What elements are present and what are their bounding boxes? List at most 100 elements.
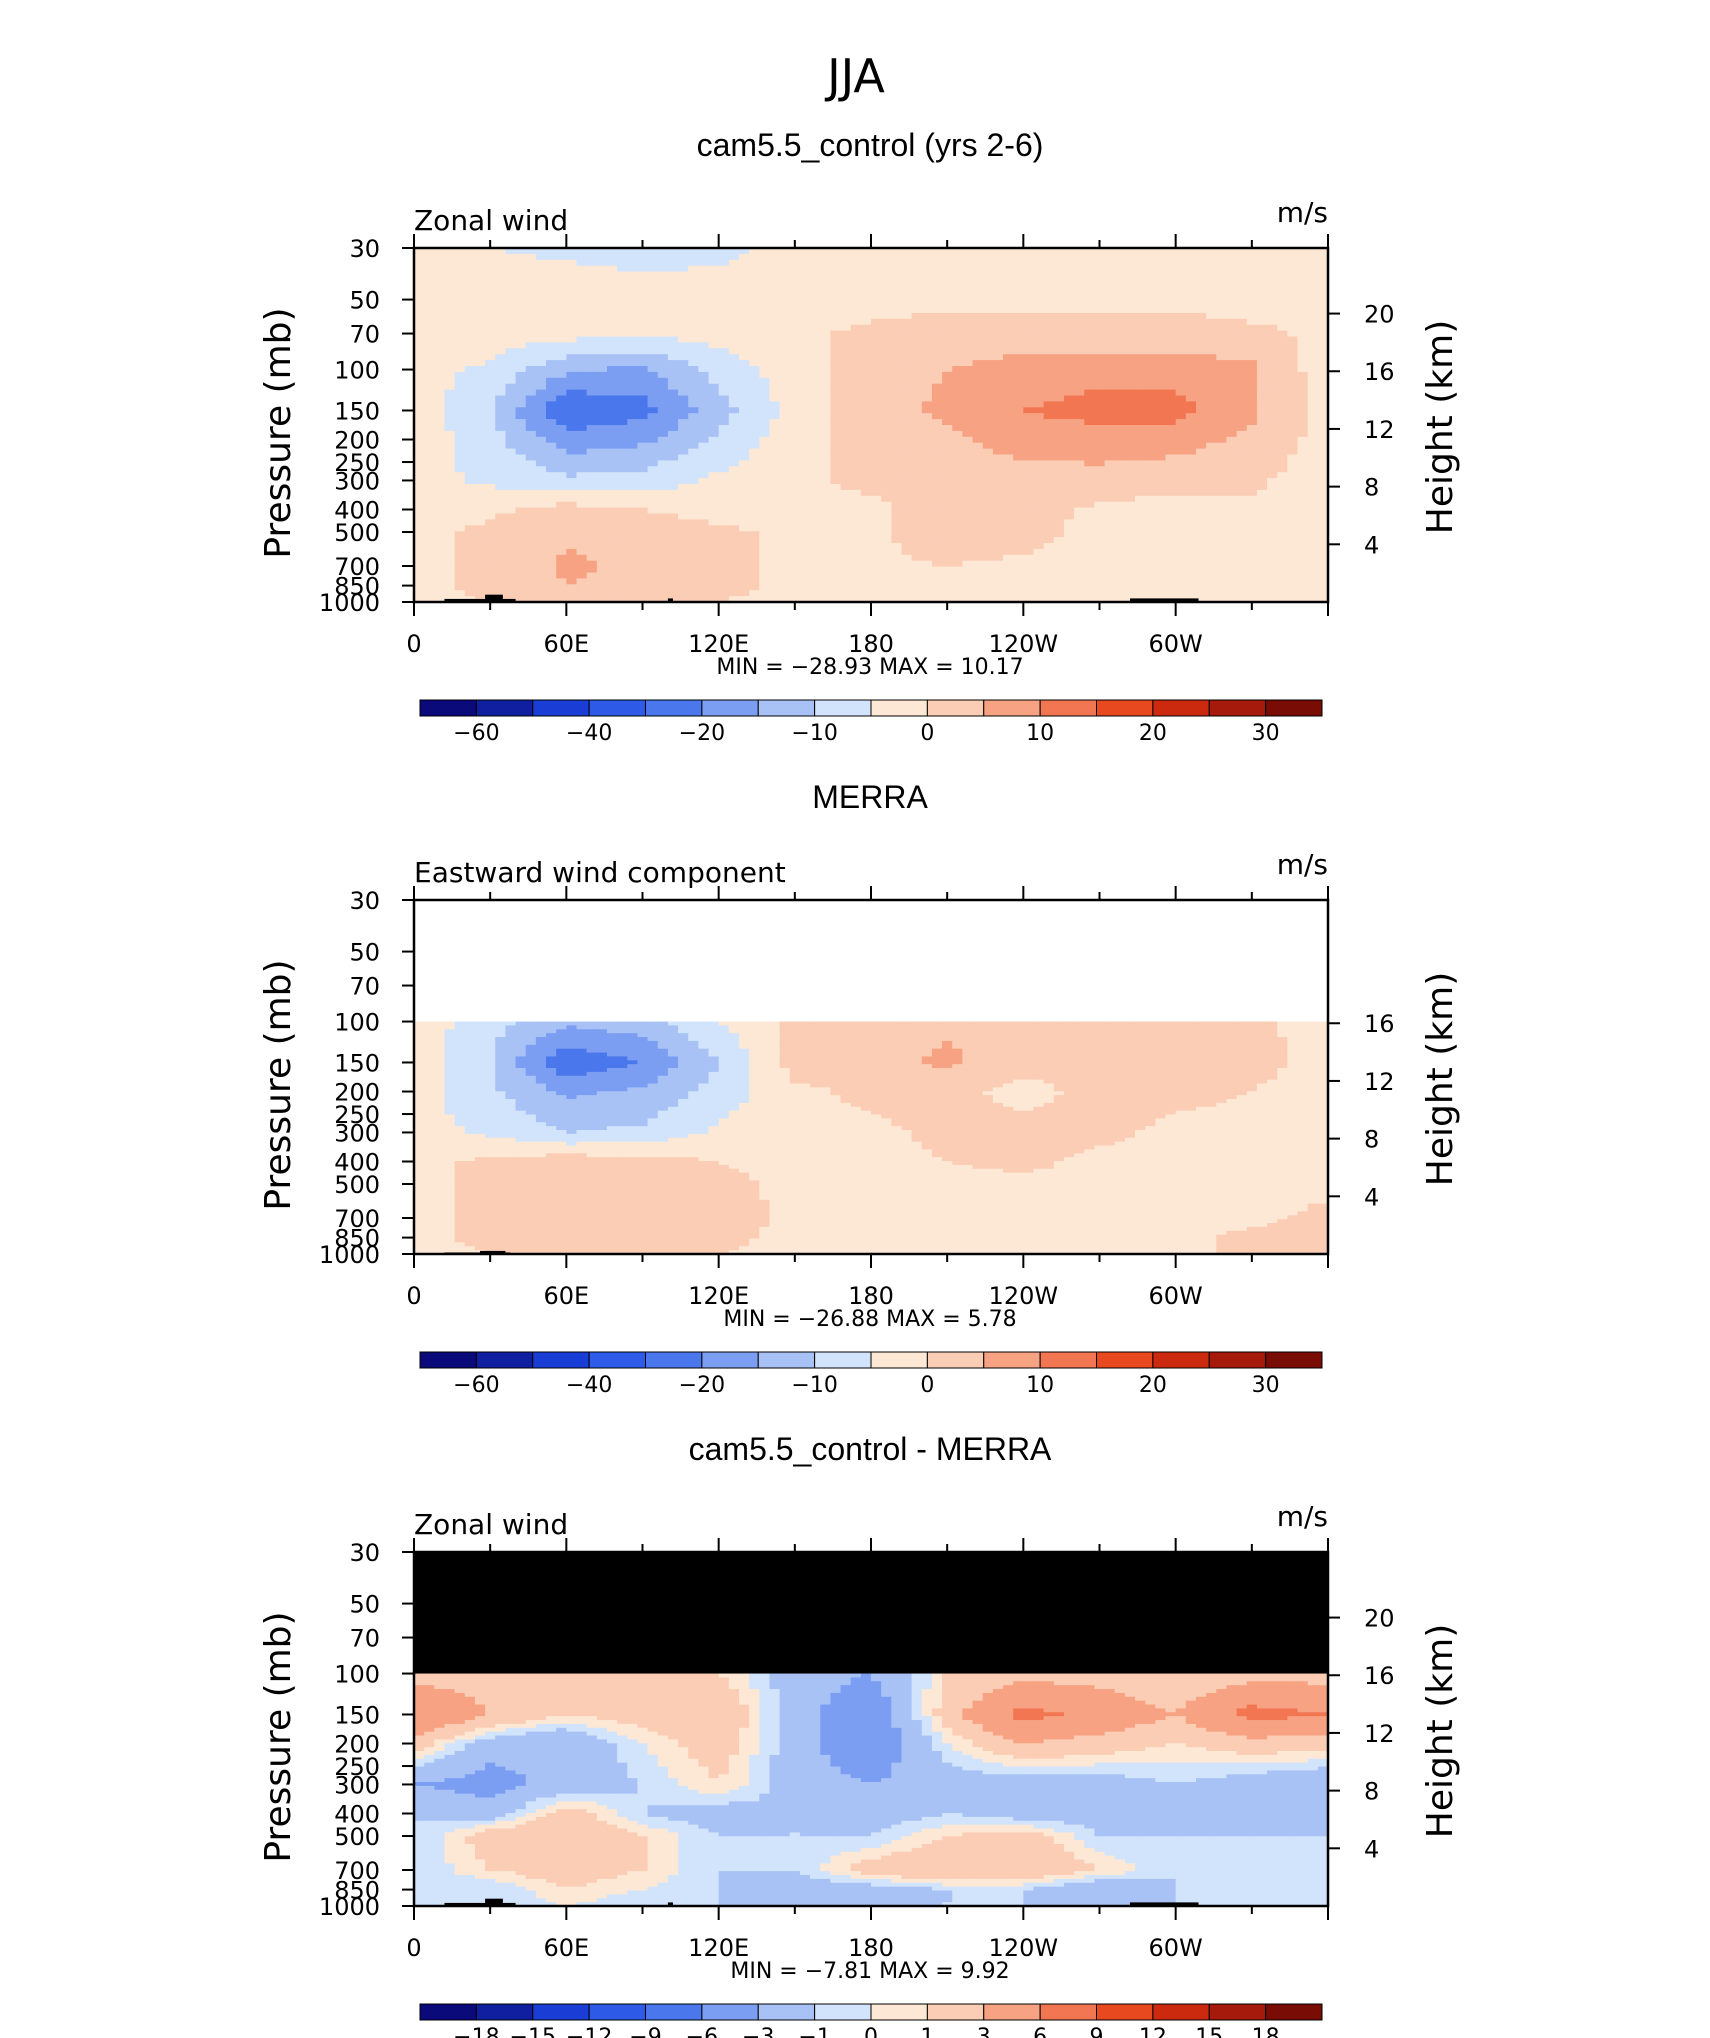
field-cell [738,307,750,314]
field-cell [738,442,750,450]
field-cell [850,389,862,397]
field-cell [1307,525,1319,532]
field-cell [1246,289,1258,296]
field-cell [617,448,628,456]
field-cell [728,342,740,349]
field-cell [586,318,598,326]
field-cell [769,484,781,491]
field-cell [1155,401,1167,408]
field-cell [749,466,760,473]
field-cell [911,430,923,438]
field-cell [911,366,923,373]
field-cell [596,348,608,355]
field-cell [1267,312,1278,320]
field-cell [1267,419,1278,426]
field-cell [830,543,842,550]
field-cell [1317,543,1329,550]
field-cell [1216,301,1228,308]
field-cell [769,366,781,373]
field-cell [525,389,537,397]
field-cell [972,566,984,574]
field-cell [972,489,984,497]
field-cell [901,537,913,544]
field-cell [424,525,435,532]
field-cell [718,248,730,255]
field-cell [810,277,821,284]
field-cell [1104,330,1116,338]
field-cell [1023,259,1035,267]
field-cell [789,454,801,461]
field-cell [1267,377,1278,385]
field-cell [952,265,963,273]
field-cell [576,271,588,279]
field-cell [1216,472,1228,479]
field-cell [586,548,598,556]
field-cell [454,377,466,385]
field-cell [1155,554,1167,562]
field-cell [1135,253,1146,261]
field-cell [718,478,730,485]
field-cell [1023,348,1035,355]
field-cell [1094,336,1106,343]
field-cell [474,543,486,550]
field-cell [1094,383,1106,391]
field-cell [871,448,882,456]
field-cell [1287,348,1299,355]
field-cell [708,519,720,526]
field-cell [921,425,933,432]
field-cell [891,430,903,438]
field-cell [1206,513,1217,520]
field-cell [1165,495,1177,503]
field-cell [952,295,963,302]
field-cell [759,253,771,261]
field-cell [881,383,892,391]
field-cell [546,507,557,515]
field-cell [505,425,517,432]
field-cell [1256,377,1268,385]
field-cell [1104,484,1116,491]
field-cell [1267,460,1278,467]
field-cell [535,342,547,349]
field-cell [799,531,811,538]
field-cell [485,301,496,308]
field-cell [657,366,669,373]
field-cell [617,495,628,503]
field-cell [972,248,984,255]
field-cell [1033,371,1045,379]
field-cell [1246,478,1258,485]
field-cell [850,525,862,532]
field-cell [1084,360,1096,367]
field-cell [1145,531,1156,538]
field-cell [1145,430,1156,438]
field-cell [485,513,496,520]
field-cell [485,283,496,290]
field-cell [1063,543,1075,550]
field-cell [1317,330,1329,338]
field-cell [718,425,730,432]
field-cell [708,507,720,515]
field-cell [759,354,771,361]
units-label: m/s [1277,196,1328,229]
field-cell [1074,265,1085,273]
field-cell [1033,448,1045,456]
field-cell [850,466,862,473]
field-cell [657,531,669,538]
field-cell [424,430,435,438]
field-cell [881,489,892,497]
field-cell [789,448,801,456]
field-cell [779,259,791,267]
field-cell [789,554,801,562]
field-cell [1114,289,1126,296]
field-cell [1043,501,1055,509]
field-cell [931,342,943,349]
field-cell [1063,495,1075,503]
field-cell [1053,277,1065,284]
field-cell [1013,307,1024,314]
field-cell [515,572,527,579]
field-cell [972,307,984,314]
field-cell [414,501,425,509]
field-cell [1063,548,1075,556]
field-cell [1074,377,1085,385]
field-cell [1063,560,1075,568]
field-cell [525,265,537,273]
